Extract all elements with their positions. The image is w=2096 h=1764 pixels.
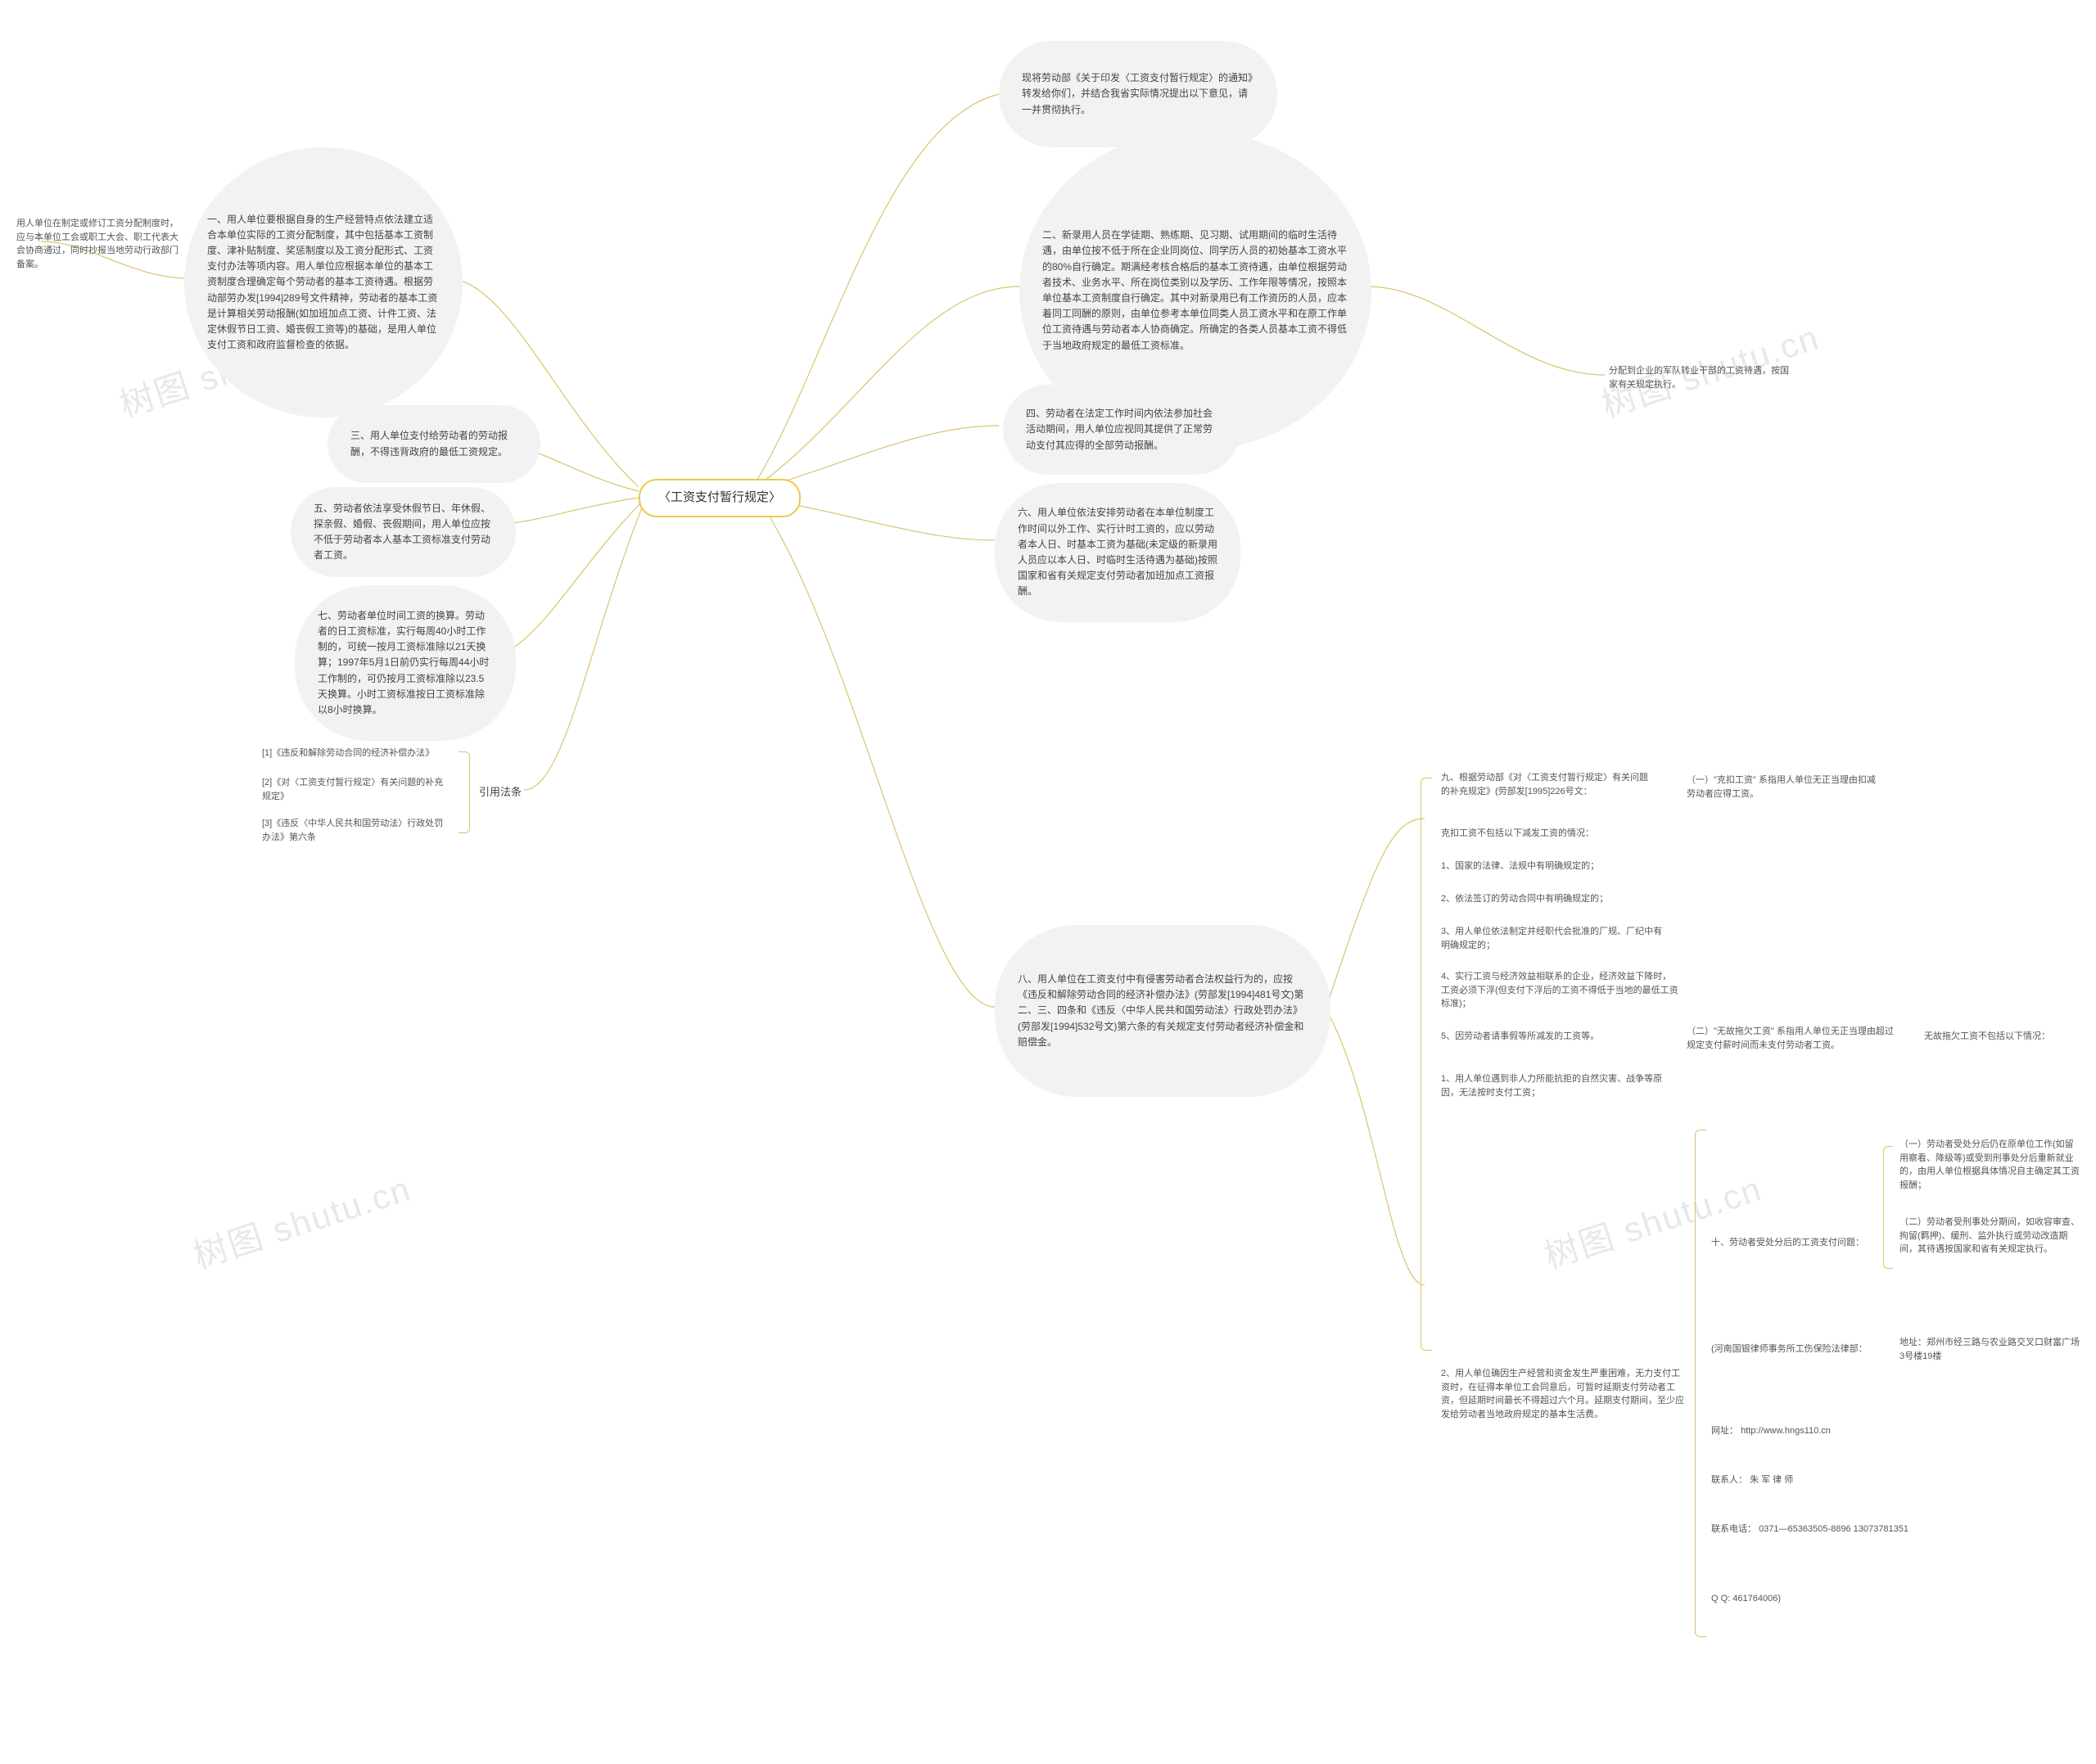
n9-i2: 2、依法签订的劳动合同中有明确规定的； bbox=[1441, 892, 1654, 906]
node-7-text: 七、劳动者单位时间工资的换算。劳动者的日工资标准，实行每周40小时工作制的，可统… bbox=[318, 608, 493, 718]
node-6: 六、用人单位依法安排劳动者在本单位制度工作时间以外工作、实行计时工资的，应以劳动… bbox=[995, 483, 1240, 622]
ten-head: 十、劳动者受处分后的工资支付问题： bbox=[1711, 1236, 1875, 1250]
ref-1: [1]《违反和解除劳动合同的经济补偿办法》 bbox=[262, 747, 450, 760]
n9-d1-note: （一）"克扣工资" 系指用人单位无正当理由扣减劳动者应得工资。 bbox=[1687, 774, 1883, 801]
firm: (河南国银律师事务所工伤保险法律部： bbox=[1711, 1342, 1883, 1356]
center-node: 〈工资支付暂行规定〉 bbox=[639, 479, 801, 517]
node-5-text: 五、劳动者依法享受休假节日、年休假、探亲假、婚假、丧假期间，用人单位应按不低于劳… bbox=[314, 501, 493, 564]
node-4-text: 四、劳动者在法定工作时间内依法参加社会活动期间，用人单位应视同其提供了正常劳动支… bbox=[1026, 406, 1217, 453]
site-url: http://www.hngs110.cn bbox=[1741, 1426, 1831, 1436]
node-5: 五、劳动者依法享受休假节日、年休假、探亲假、婚假、丧假期间，用人单位应按不低于劳… bbox=[291, 487, 516, 577]
n8-bracket bbox=[1421, 778, 1432, 1351]
ten-bracket bbox=[1695, 1130, 1706, 1637]
phone: 联系电话： 0371—65363505-8896 13073781351 bbox=[1711, 1523, 1924, 1536]
phone-label: 联系电话： bbox=[1711, 1524, 1756, 1534]
ten-a: （一）劳动者受处分后仍在原单位工作(如留用察看、降级等)或受到刑事处分后重新就业… bbox=[1900, 1138, 2080, 1192]
phone-value: 0371—65363505-8896 13073781351 bbox=[1759, 1524, 1909, 1534]
site-label: 网址： bbox=[1711, 1426, 1738, 1436]
node-7: 七、劳动者单位时间工资的换算。劳动者的日工资标准，实行每周40小时工作制的，可统… bbox=[295, 585, 516, 741]
node-6-text: 六、用人单位依法安排劳动者在本单位制度工作时间以外工作、实行计时工资的，应以劳动… bbox=[1018, 505, 1217, 599]
n9-i1: 1、国家的法律、法规中有明确规定的； bbox=[1441, 859, 1654, 873]
node-8-text: 八、用人单位在工资支付中有侵害劳动者合法权益行为的，应按《违反和解除劳动合同的经… bbox=[1018, 972, 1308, 1050]
n9-i4: 4、实行工资与经济效益相联系的企业，经济效益下降时，工资必须下浮(但支付下浮后的… bbox=[1441, 970, 1678, 1011]
refs-label: 引用法条 bbox=[479, 784, 522, 801]
contact-label: 联系人： bbox=[1711, 1475, 1747, 1485]
refs-bracket bbox=[458, 751, 470, 833]
intro-text: 现将劳动部《关于印发〈工资支付暂行规定〉的通知》转发给你们，并结合我省实际情况提… bbox=[1022, 70, 1254, 118]
qq: Q Q: 461764006) bbox=[1711, 1592, 1908, 1606]
node-3: 三、用人单位支付给劳动者的劳动报酬，不得违背政府的最低工资规定。 bbox=[328, 405, 540, 483]
contact-name: 朱 军 律 师 bbox=[1750, 1475, 1793, 1485]
n9-i3: 3、用人单位依法制定并经职代会批准的厂规、厂纪中有明确规定的； bbox=[1441, 925, 1670, 952]
watermark: 树图 shutu.cn bbox=[186, 1162, 417, 1279]
node-1-leaf: 用人单位在制定或修订工资分配制度时，应与本单位工会或职工大会、职工代表大会协商通… bbox=[16, 217, 180, 271]
contact: 联系人： 朱 军 律 师 bbox=[1711, 1473, 1908, 1487]
n9-j2: 2、用人单位确因生产经营和资金发生严重困难，无力支付工资时，在征得本单位工会同意… bbox=[1441, 1367, 1687, 1421]
intro-bubble: 现将劳动部《关于印发〈工资支付暂行规定〉的通知》转发给你们，并结合我省实际情况提… bbox=[999, 41, 1277, 147]
ref-3: [3]《违反〈中华人民共和国劳动法〉行政处罚办法》第六条 bbox=[262, 817, 450, 844]
ten-sub-bracket bbox=[1883, 1146, 1893, 1269]
n9-j1: 1、用人单位遇到非人力所能抗拒的自然灾害、战争等原因，无法按时支付工资； bbox=[1441, 1072, 1678, 1099]
ref-2: [2]《对〈工资支付暂行规定〉有关问题的补充规定》 bbox=[262, 776, 450, 803]
node-4: 四、劳动者在法定工作时间内依法参加社会活动期间，用人单位应视同其提供了正常劳动支… bbox=[1003, 385, 1240, 475]
node-2-text: 二、新录用人员在学徒期、熟练期、见习期、试用期间的临时生活待遇，由单位按不低于所… bbox=[1042, 228, 1348, 354]
node-8: 八、用人单位在工资支付中有侵害劳动者合法权益行为的，应按《违反和解除劳动合同的经… bbox=[995, 925, 1330, 1097]
node-3-text: 三、用人单位支付给劳动者的劳动报酬，不得违背政府的最低工资规定。 bbox=[350, 428, 517, 459]
node-1: 一、用人单位要根据自身的生产经营特点依法建立适合本单位实际的工资分配制度，其中包… bbox=[184, 147, 463, 417]
node-1-text: 一、用人单位要根据自身的生产经营特点依法建立适合本单位实际的工资分配制度，其中包… bbox=[207, 212, 440, 354]
n9-d1-sub: 克扣工资不包括以下减发工资的情况： bbox=[1441, 827, 1629, 841]
firm-addr: 地址：郑州市经三路与农业路交叉口财富广场3号楼19楼 bbox=[1900, 1336, 2080, 1363]
n9-d2-leaf: 无故拖欠工资不包括以下情况： bbox=[1924, 1030, 2080, 1044]
watermark: 树图 shutu.cn bbox=[1537, 1162, 1768, 1279]
ten-b: （二）劳动者受刑事处分期间，如收容审查、拘留(羁押)、缓刑、监外执行或劳动改造期… bbox=[1900, 1216, 2080, 1256]
n9-i5: 5、因劳动者请事假等所减发的工资等。 bbox=[1441, 1030, 1654, 1044]
site: 网址： http://www.hngs110.cn bbox=[1711, 1424, 1908, 1438]
n9-head: 九、根据劳动部《对〈工资支付暂行规定〉有关问题的补充规定》(劳部发[1995]2… bbox=[1441, 771, 1654, 798]
qq-label: Q Q: bbox=[1711, 1594, 1730, 1604]
node-2-leaf: 分配到企业的军队转业干部的工资待遇，按国家有关规定执行。 bbox=[1609, 364, 1797, 391]
qq-value: 461764006) bbox=[1732, 1594, 1781, 1604]
n9-d2-note: （二）"无故拖欠工资" 系指用人单位无正当理由超过规定支付薪时间而未支付劳动者工… bbox=[1687, 1025, 1900, 1052]
